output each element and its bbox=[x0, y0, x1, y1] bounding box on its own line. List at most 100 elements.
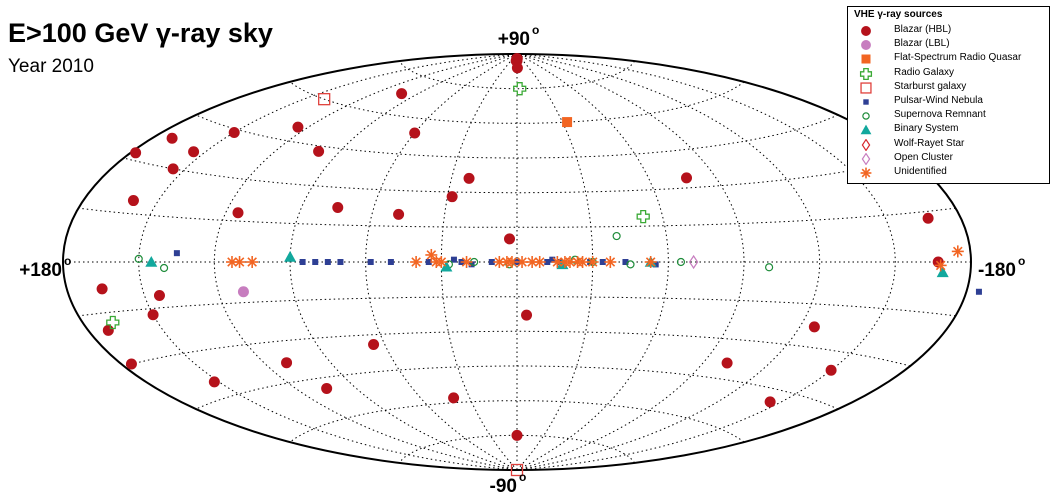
unidentified-marker bbox=[533, 256, 546, 268]
supernova-remnant-marker bbox=[505, 260, 514, 269]
axis-degree-left: o bbox=[64, 254, 71, 268]
unidentified-marker bbox=[951, 245, 964, 258]
parallel bbox=[78, 207, 956, 228]
unidentified-marker bbox=[460, 256, 473, 268]
legend-symbol bbox=[859, 67, 873, 80]
binary-system-marker bbox=[145, 256, 158, 267]
flat-spectrum-radio-quasar-marker bbox=[562, 117, 573, 128]
legend-label: Wolf-Rayet Star bbox=[894, 137, 965, 149]
binary-system-marker bbox=[936, 266, 949, 278]
unidentified-marker bbox=[516, 256, 529, 268]
radio-galaxy-marker bbox=[636, 209, 650, 224]
pulsar-wind-nebula-marker bbox=[173, 250, 180, 257]
blazar-hbl-marker bbox=[681, 172, 693, 184]
binary-system-marker bbox=[440, 260, 453, 272]
chart-title: E>100 GeV γ-ray sky bbox=[8, 18, 273, 48]
supernova-remnant-marker bbox=[765, 263, 774, 272]
legend-label: Blazar (LBL) bbox=[894, 38, 950, 50]
blazar-hbl-marker bbox=[281, 357, 293, 369]
legend-symbol bbox=[863, 99, 869, 105]
unidentified-marker bbox=[576, 256, 589, 268]
legend-item-flat-spectrum-radio-quasar: Flat-Spectrum Radio Quasar bbox=[848, 52, 1048, 65]
blazar-lbl-marker bbox=[237, 286, 249, 298]
meridian bbox=[516, 53, 745, 471]
legend-label: Unidentified bbox=[894, 166, 947, 177]
starburst-galaxy-symbol bbox=[860, 82, 872, 94]
legend-symbol bbox=[860, 82, 872, 94]
unidentified-marker bbox=[934, 259, 947, 272]
unidentified-marker bbox=[246, 256, 259, 268]
legend-item-pulsar-wind-nebula: Pulsar-Wind Nebula bbox=[848, 95, 1048, 108]
unidentified-marker bbox=[233, 256, 246, 268]
blazar-hbl-symbol bbox=[861, 26, 871, 36]
supernova-remnant-marker bbox=[626, 260, 635, 269]
blazar-hbl-marker bbox=[125, 358, 137, 370]
axis-label-right: -180 bbox=[978, 260, 1016, 281]
parallel bbox=[123, 330, 911, 367]
pulsar-wind-nebula-marker bbox=[324, 259, 331, 265]
blazar-lbl-symbol bbox=[861, 40, 871, 51]
supernova-remnant-marker bbox=[612, 231, 621, 241]
blazar-hbl-marker bbox=[153, 289, 165, 301]
unidentified-marker bbox=[586, 256, 599, 268]
axis-degree-bottom: o bbox=[519, 470, 526, 484]
binary-system-symbol bbox=[860, 124, 872, 135]
blazar-hbl-marker bbox=[313, 145, 325, 157]
starburst-galaxy-marker bbox=[318, 93, 331, 106]
parallel bbox=[289, 81, 745, 124]
legend-item-blazar-hbl: Blazar (HBL) bbox=[848, 24, 1048, 37]
pulsar-wind-nebula-marker bbox=[599, 259, 606, 265]
axis-degree-top: o bbox=[532, 23, 539, 37]
pulsar-wind-nebula-marker bbox=[299, 259, 306, 265]
legend-label: Supernova Remnant bbox=[894, 109, 986, 121]
blazar-hbl-marker bbox=[409, 127, 421, 139]
blazar-hbl-marker bbox=[166, 132, 178, 144]
axis-label-bottom: -90 bbox=[490, 476, 517, 496]
parallel bbox=[123, 157, 911, 194]
legend-symbol bbox=[861, 152, 871, 165]
blazar-hbl-marker bbox=[764, 396, 776, 408]
blazar-hbl-marker bbox=[511, 62, 523, 74]
radio-galaxy-symbol bbox=[859, 67, 873, 80]
open-cluster-symbol bbox=[861, 152, 871, 165]
legend-item-wolf-rayet-star: Wolf-Rayet Star bbox=[848, 137, 1048, 151]
unidentified-marker bbox=[604, 256, 617, 268]
legend-item-supernova-remnant: Supernova Remnant bbox=[848, 109, 1048, 122]
parallel bbox=[289, 400, 745, 443]
pulsar-wind-nebula-marker bbox=[337, 259, 344, 265]
blazar-hbl-marker bbox=[292, 121, 304, 133]
legend-label: Radio Galaxy bbox=[894, 66, 955, 78]
parallel bbox=[399, 434, 635, 464]
pulsar-wind-nebula-symbol bbox=[863, 99, 869, 105]
legend-label: Binary System bbox=[894, 123, 959, 135]
blazar-hbl-marker bbox=[208, 376, 220, 388]
pulsar-wind-nebula-marker bbox=[549, 256, 556, 263]
blazar-hbl-marker bbox=[808, 321, 820, 333]
blazar-hbl-marker bbox=[396, 88, 408, 100]
blazar-hbl-marker bbox=[393, 208, 405, 220]
blazar-hbl-marker bbox=[521, 309, 533, 321]
axis-label-left: +180 bbox=[19, 260, 62, 281]
legend-label: Flat-Spectrum Radio Quasar bbox=[894, 52, 1022, 64]
unidentified-marker bbox=[505, 256, 518, 268]
pulsar-wind-nebula-marker bbox=[450, 256, 457, 263]
blazar-hbl-marker bbox=[228, 126, 240, 138]
pulsar-wind-nebula-marker bbox=[367, 259, 374, 265]
legend-item-blazar-lbl: Blazar (LBL) bbox=[848, 38, 1048, 51]
pulsar-wind-nebula-marker bbox=[387, 259, 394, 265]
wolf-rayet-star-symbol bbox=[861, 138, 871, 151]
unidentified-marker bbox=[644, 256, 657, 268]
radio-galaxy-marker bbox=[106, 315, 120, 330]
unidentified-marker bbox=[551, 256, 564, 268]
unidentified-symbol bbox=[860, 167, 872, 179]
axis-degree-right: o bbox=[1018, 254, 1025, 268]
pulsar-wind-nebula-marker bbox=[652, 261, 659, 268]
meridian bbox=[365, 53, 518, 471]
pulsar-wind-nebula-marker bbox=[312, 259, 319, 265]
pulsar-wind-nebula-marker bbox=[488, 259, 495, 265]
blazar-hbl-marker bbox=[127, 195, 139, 207]
blazar-hbl-marker bbox=[147, 309, 159, 321]
legend-label: Blazar (HBL) bbox=[894, 24, 952, 35]
legend-item-binary-system: Binary System bbox=[848, 123, 1048, 136]
